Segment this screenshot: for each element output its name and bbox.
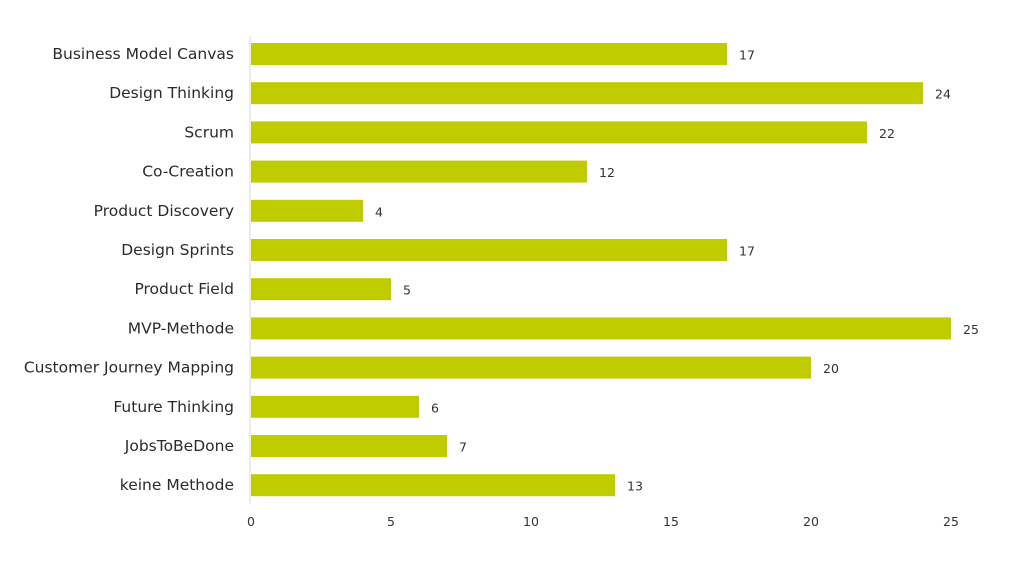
category-label: MVP-Methode [128, 319, 234, 337]
data-label: 25 [963, 322, 979, 337]
bar [251, 43, 727, 65]
bar [251, 199, 363, 222]
category-label: Product Field [134, 280, 234, 298]
data-label: 13 [627, 479, 643, 494]
data-label: 6 [431, 400, 439, 415]
category-label: JobsToBeDone [124, 437, 234, 455]
data-label: 20 [823, 361, 839, 376]
x-tick-label: 25 [943, 514, 959, 529]
bar [251, 82, 923, 105]
bar [251, 474, 615, 497]
data-label: 4 [375, 204, 383, 219]
data-label: 12 [599, 165, 615, 180]
bar [251, 395, 419, 418]
category-label: Customer Journey Mapping [24, 359, 234, 377]
x-tick-label: 15 [663, 514, 679, 529]
category-label: Future Thinking [113, 398, 234, 416]
category-label: keine Methode [120, 476, 234, 494]
category-labels: Business Model Canvas Design Thinking Scru… [24, 45, 234, 494]
data-label: 24 [935, 87, 951, 102]
data-label: 5 [403, 283, 411, 298]
data-label: 22 [879, 126, 895, 141]
bar [251, 435, 447, 457]
bars [251, 43, 951, 497]
category-label: Product Discovery [94, 202, 234, 220]
category-label: Scrum [184, 123, 234, 141]
category-label: Co-Creation [142, 163, 234, 181]
category-label: Design Thinking [109, 84, 234, 102]
bar [251, 317, 951, 340]
data-label: 17 [739, 48, 755, 63]
bar [251, 239, 727, 261]
bar [251, 356, 811, 379]
bar [251, 278, 391, 301]
data-label: 17 [739, 244, 755, 259]
bar [251, 121, 867, 144]
data-label: 7 [459, 440, 467, 455]
x-tick-label: 20 [803, 514, 819, 529]
category-label: Design Sprints [121, 241, 234, 259]
x-tick-label: 5 [387, 514, 395, 529]
category-label: Business Model Canvas [52, 45, 234, 63]
value-labels: 17 24 22 12 4 17 5 25 20 6 7 13 [375, 48, 979, 494]
x-axis-ticks: 0 5 10 15 20 25 [247, 514, 959, 529]
bar [251, 160, 587, 183]
x-tick-label: 0 [247, 514, 255, 529]
x-tick-label: 10 [523, 514, 539, 529]
